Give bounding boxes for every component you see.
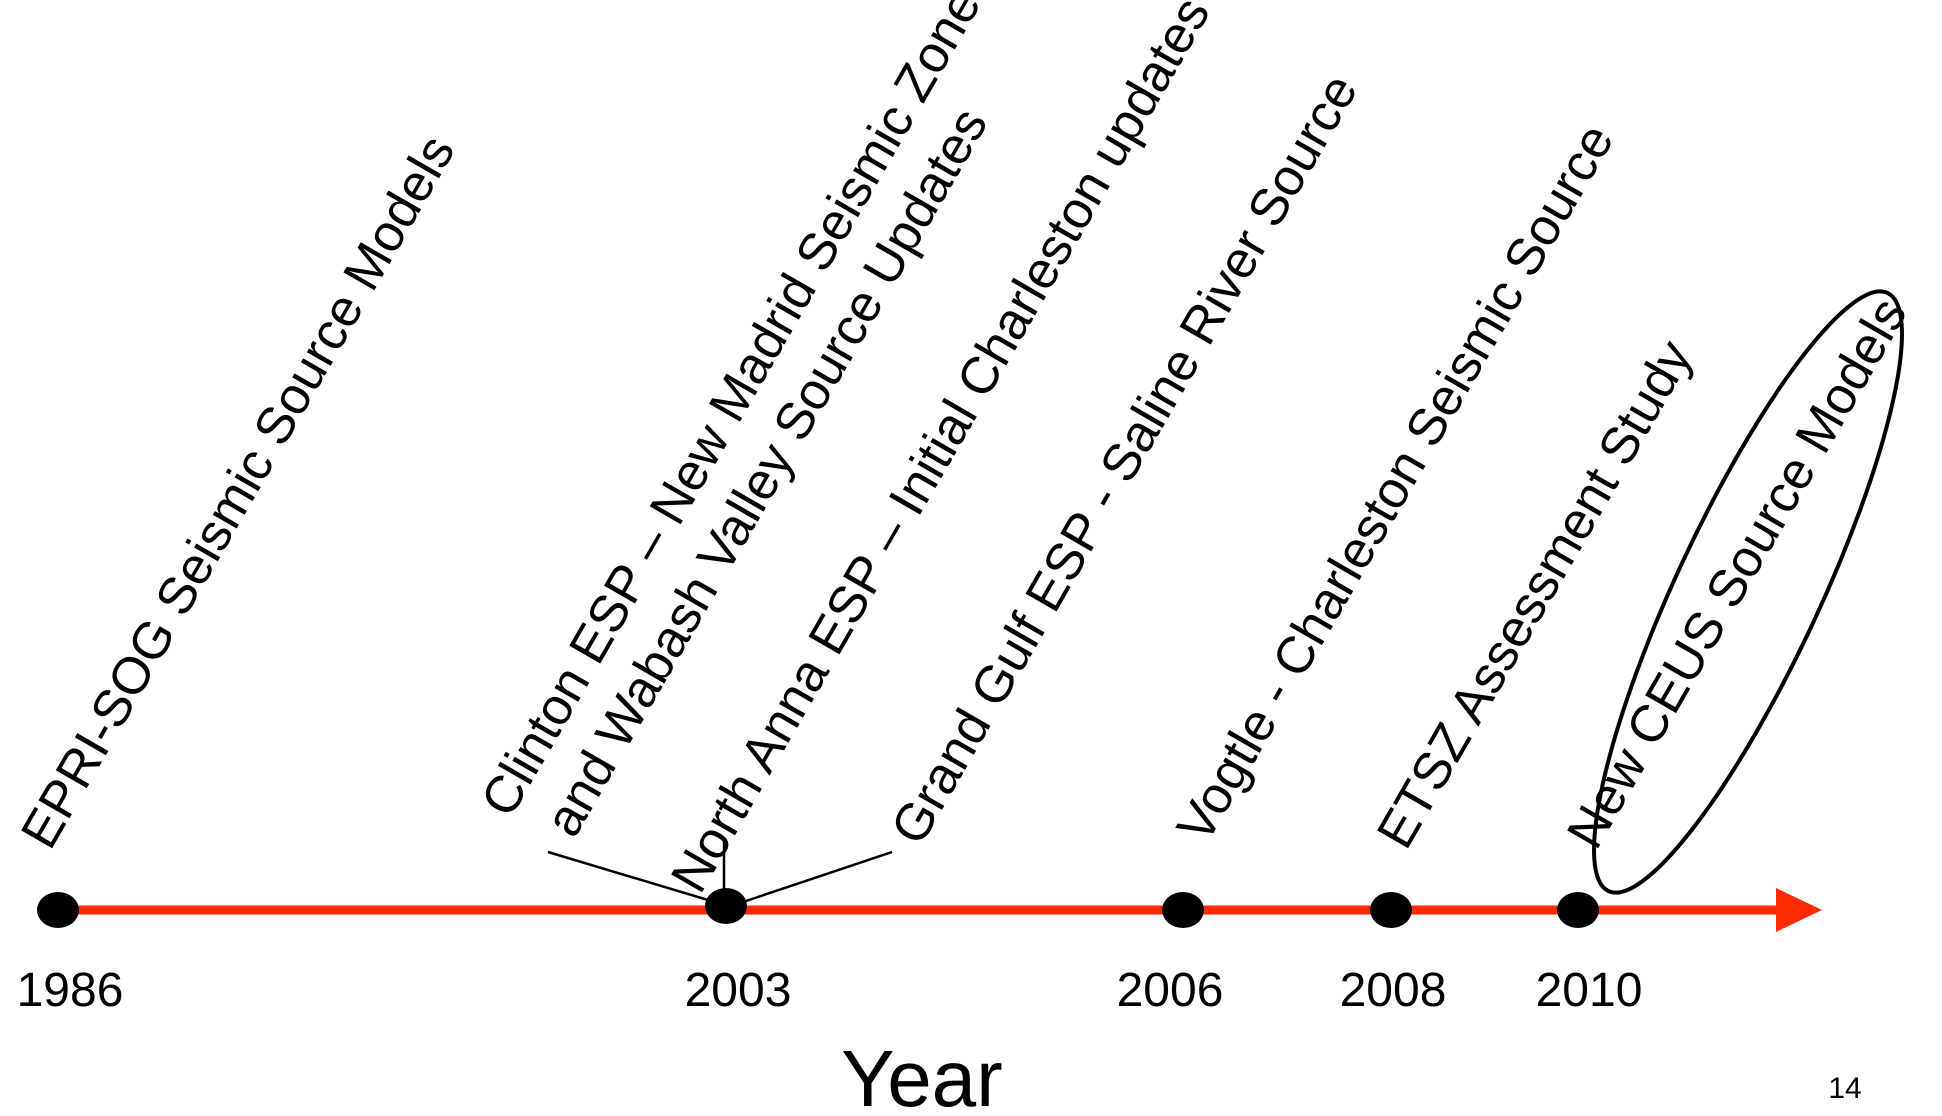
event-label-epri-sog: EPRI-SOG Seismic Source Models: [10, 126, 466, 858]
year-label-2003: 2003: [685, 964, 792, 1017]
year-marker-2010: [1557, 892, 1599, 928]
year-label-2008: 2008: [1340, 964, 1447, 1017]
highlight-ellipse: [1592, 289, 1904, 895]
event-label-clinton: Clinton ESP – New Madrid Seismic Zone: [470, 0, 992, 826]
leader-line-clinton: [547, 850, 719, 905]
event-label-new-ceus: New CEUS Source Models: [1556, 288, 1918, 858]
year-marker-1986: [37, 892, 79, 928]
year-marker-2008: [1370, 892, 1412, 928]
page-number: 14: [1828, 1072, 1861, 1105]
leader-line-grand-gulf: [739, 850, 893, 905]
timeline-arrowhead: [1776, 888, 1822, 932]
year-label-2010: 2010: [1536, 964, 1643, 1017]
axis-title: Year: [841, 1034, 1003, 1116]
year-marker-2006: [1162, 892, 1204, 928]
year-marker-2003: [705, 888, 747, 924]
year-label-1986: 1986: [17, 964, 124, 1017]
year-label-2006: 2006: [1117, 964, 1224, 1017]
